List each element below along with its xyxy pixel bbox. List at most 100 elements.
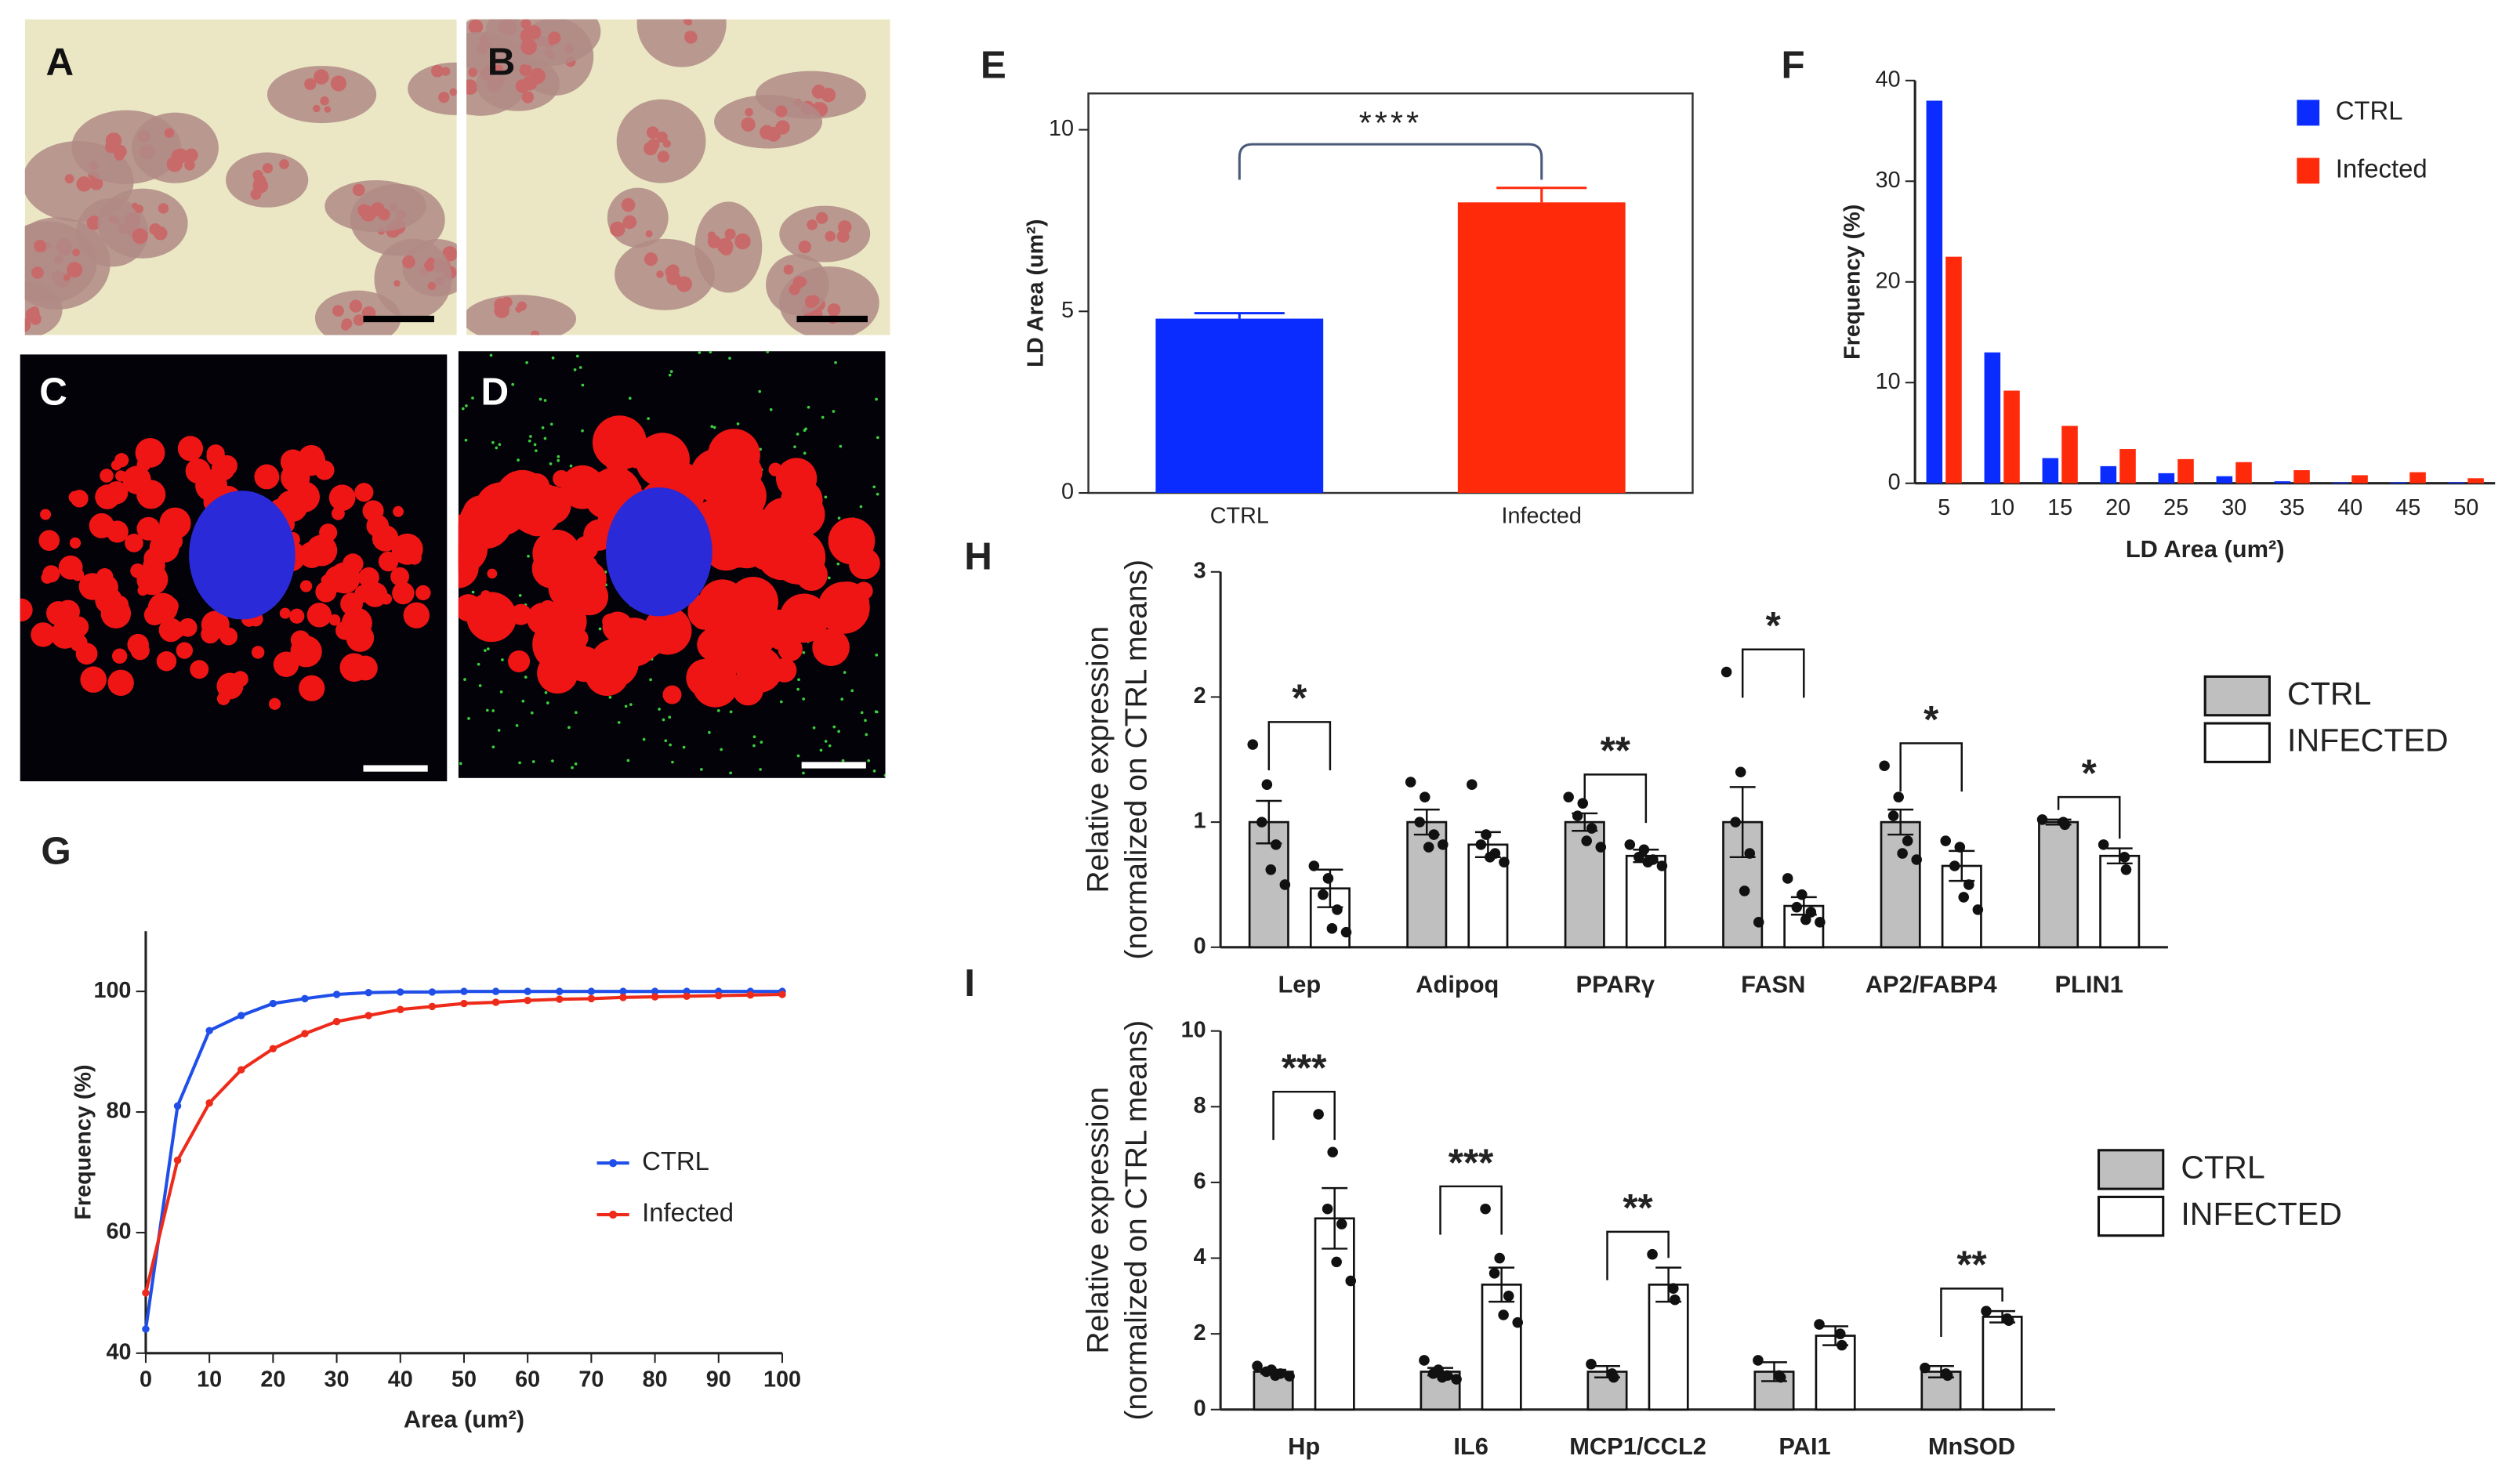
green-dot <box>832 410 836 413</box>
data-point <box>1488 1268 1500 1279</box>
point <box>556 995 564 1003</box>
lipid-droplet <box>644 607 692 655</box>
y-axis-label: Relative expression <box>1081 1087 1115 1354</box>
bar <box>2061 426 2078 483</box>
data-point <box>1744 848 1756 859</box>
micrograph <box>458 351 886 778</box>
significance-bracket <box>1940 1287 2003 1338</box>
green-dot <box>803 451 807 455</box>
x-tick-label: IL6 <box>1453 1432 1488 1460</box>
lipid-droplet <box>778 636 803 661</box>
droplet <box>610 221 625 237</box>
droplet <box>688 0 703 14</box>
data-point <box>1963 879 1974 890</box>
green-dot <box>716 709 720 712</box>
data-point <box>1647 1248 1658 1260</box>
green-dot <box>581 383 585 387</box>
x-tick-label: 60 <box>515 1367 540 1392</box>
data-point <box>1284 1371 1295 1382</box>
point <box>142 1325 150 1333</box>
x-tick-label: Lep <box>1278 970 1321 998</box>
data-point <box>1782 873 1793 884</box>
point <box>460 987 468 995</box>
data-point <box>1247 739 1259 750</box>
green-dot <box>839 444 843 448</box>
green-dot <box>837 730 840 733</box>
x-tick-label: MCP1/CCL2 <box>1569 1432 1706 1460</box>
lipid-droplet <box>315 581 337 603</box>
data-point <box>1958 892 1970 903</box>
droplet <box>685 19 693 26</box>
droplet <box>494 64 504 74</box>
panel-label: F <box>1782 43 1805 86</box>
panel-label: A <box>46 40 74 83</box>
droplet <box>332 305 344 317</box>
lipid-droplet <box>726 527 767 569</box>
droplet <box>184 159 195 171</box>
green-dot <box>530 711 534 715</box>
droplet <box>827 303 841 317</box>
x-tick-label: Hp <box>1288 1432 1320 1460</box>
green-dot <box>875 654 879 657</box>
lipid-droplet <box>111 459 122 471</box>
green-dot <box>571 766 574 770</box>
lipid-droplet <box>135 437 165 468</box>
x-tick-label: PPARγ <box>1576 970 1655 998</box>
green-dot <box>796 687 800 691</box>
lipid-droplet <box>328 614 341 626</box>
cell <box>636 19 727 67</box>
lipid-droplet <box>147 592 178 623</box>
droplet <box>645 230 653 237</box>
green-dot <box>876 436 879 440</box>
droplet <box>519 63 532 77</box>
droplet <box>353 314 365 326</box>
point <box>205 1027 213 1034</box>
green-dot <box>465 404 468 407</box>
lipid-droplet <box>216 455 237 476</box>
data-point <box>2119 852 2130 863</box>
panel-label: I <box>964 962 975 1005</box>
x-tick-label: 10 <box>1989 495 2014 520</box>
y-tick-label: 0 <box>1061 480 1074 505</box>
data-point <box>2120 864 2132 875</box>
significance-bracket <box>1267 721 1332 771</box>
lipid-droplet <box>46 601 71 626</box>
cell <box>267 66 377 124</box>
droplet <box>792 276 806 289</box>
green-dot <box>624 704 628 708</box>
bar <box>1815 1335 1856 1411</box>
data-point <box>1893 791 1904 802</box>
green-dot <box>766 351 770 353</box>
micrograph-content <box>20 354 448 782</box>
droplet <box>466 80 478 95</box>
droplet <box>468 67 478 78</box>
green-dot <box>535 449 538 453</box>
point <box>364 988 372 997</box>
green-dot <box>837 516 841 520</box>
green-dot <box>533 443 537 447</box>
lipid-droplet <box>125 534 143 552</box>
point <box>173 1102 182 1110</box>
green-dot <box>478 684 482 687</box>
lipid-droplet <box>487 568 498 579</box>
lipid-droplet <box>362 500 384 522</box>
data-point <box>1260 1366 1272 1378</box>
x-tick-label: 20 <box>260 1367 285 1392</box>
x-axis-label: Area (um²) <box>404 1405 524 1432</box>
nucleus <box>605 487 712 617</box>
lipid-droplet <box>458 594 483 622</box>
green-dot <box>875 397 878 401</box>
green-dot <box>736 422 740 426</box>
droplet <box>349 299 363 313</box>
significance-label: *** <box>1449 1141 1494 1184</box>
point <box>428 988 437 996</box>
green-dot <box>709 351 712 354</box>
lipid-droplet <box>574 535 599 560</box>
data-point <box>1451 1374 1462 1385</box>
lipid-droplet <box>703 507 713 517</box>
lipid-droplet <box>354 585 372 603</box>
droplet <box>164 128 175 138</box>
data-point <box>1498 1309 1509 1320</box>
y-axis-label: Frequency (%) <box>1840 205 1866 360</box>
